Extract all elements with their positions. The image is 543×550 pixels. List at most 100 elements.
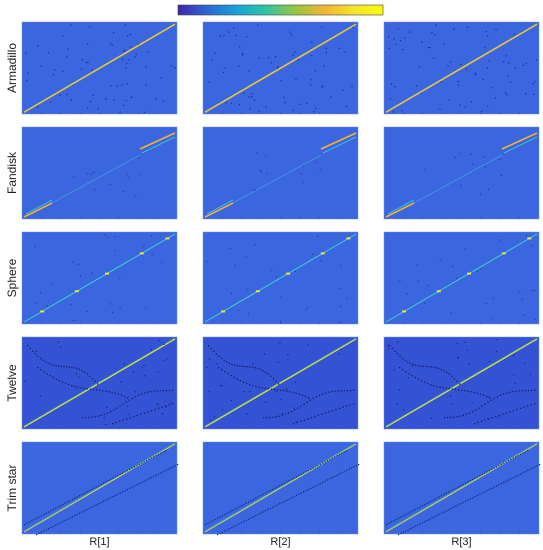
curve-dot bbox=[257, 496, 259, 498]
curve-dot bbox=[493, 467, 495, 469]
scatter-dot bbox=[311, 253, 313, 255]
scatter-dot bbox=[457, 357, 459, 359]
curve-dot bbox=[47, 362, 50, 365]
curve-dot bbox=[468, 412, 471, 414]
curve-dot bbox=[426, 502, 428, 504]
curve-dot bbox=[502, 413, 504, 415]
scatter-dot bbox=[338, 353, 340, 355]
curve-dot bbox=[69, 500, 71, 502]
curve-dot bbox=[140, 413, 142, 415]
scatter-dot bbox=[487, 105, 489, 107]
diagonal-line bbox=[385, 23, 538, 113]
curve-dot bbox=[300, 405, 302, 407]
curve-dot bbox=[67, 501, 69, 503]
curve-dot bbox=[288, 480, 290, 482]
curve-dot bbox=[523, 406, 525, 408]
curve-dot bbox=[302, 472, 305, 474]
curve-dot bbox=[338, 453, 341, 455]
curve-dot bbox=[496, 396, 499, 398]
curve-dot bbox=[530, 404, 532, 406]
curve-dot bbox=[291, 478, 293, 481]
scatter-dot bbox=[143, 245, 145, 247]
scatter-dot bbox=[70, 99, 72, 101]
scatter-dot bbox=[503, 61, 505, 63]
scatter-dot bbox=[533, 93, 535, 95]
scatter-dot bbox=[124, 24, 126, 26]
curve-dot bbox=[414, 364, 417, 366]
curve-dot bbox=[150, 410, 153, 412]
curve-dot bbox=[124, 490, 126, 492]
curve-dot bbox=[100, 414, 102, 417]
curve-dot bbox=[349, 389, 352, 392]
scatter-dot bbox=[66, 93, 68, 95]
curve-dot bbox=[534, 466, 536, 468]
curve-dot bbox=[471, 410, 474, 413]
scatter-dot bbox=[157, 404, 160, 406]
scatter-dot bbox=[496, 339, 498, 341]
scatter-dot bbox=[289, 31, 291, 33]
curve-dot bbox=[517, 474, 519, 476]
scatter-dot bbox=[507, 75, 509, 77]
curve-dot bbox=[420, 380, 423, 382]
scatter-dot bbox=[265, 401, 267, 403]
curve-dot bbox=[459, 415, 461, 417]
curve-dot bbox=[119, 492, 121, 494]
curve-dot bbox=[147, 391, 149, 393]
scatter-dot bbox=[158, 339, 160, 342]
curve-dot bbox=[221, 515, 223, 517]
scatter-dot bbox=[513, 33, 515, 35]
curve-dot bbox=[153, 456, 155, 458]
scatter-dot bbox=[122, 191, 124, 193]
curve-dot bbox=[224, 513, 226, 516]
scatter-dot bbox=[477, 271, 479, 273]
heatmap-panel bbox=[202, 126, 359, 220]
curve-dot bbox=[481, 492, 483, 494]
scatter-dot bbox=[468, 363, 470, 365]
heatmap-panel bbox=[383, 21, 540, 115]
scatter-dot bbox=[39, 292, 41, 294]
curve-dot bbox=[462, 483, 464, 486]
curve-dot bbox=[308, 397, 310, 399]
diagonal-line bbox=[385, 233, 538, 323]
curve-dot bbox=[315, 396, 318, 398]
curve-dot bbox=[76, 513, 78, 516]
scatter-dot bbox=[508, 62, 510, 64]
curve-dot bbox=[493, 397, 495, 400]
curve-dot bbox=[329, 478, 331, 480]
curve-dot bbox=[40, 515, 42, 517]
curve-dot bbox=[270, 375, 272, 377]
curve-dot bbox=[341, 472, 343, 474]
curve-dot bbox=[162, 451, 164, 453]
curve-dot bbox=[286, 481, 288, 483]
scatter-dot bbox=[124, 49, 126, 51]
curve-dot bbox=[445, 510, 447, 512]
curve-dot bbox=[110, 497, 112, 499]
curve-dot bbox=[157, 453, 160, 455]
curve-dot bbox=[412, 526, 414, 529]
scatter-dot bbox=[258, 57, 260, 59]
curve-dot bbox=[117, 493, 119, 495]
curve-dot bbox=[264, 510, 266, 512]
curve-dot bbox=[433, 385, 435, 387]
scatter-dot bbox=[163, 343, 165, 345]
curve-dot bbox=[150, 390, 152, 393]
heatmap-panel bbox=[21, 126, 178, 220]
curve-dot bbox=[99, 389, 101, 391]
curve-dot bbox=[431, 500, 433, 502]
curve-dot bbox=[97, 415, 99, 417]
curve-dot bbox=[472, 478, 474, 481]
curve-dot bbox=[208, 345, 210, 347]
curve-dot bbox=[86, 491, 88, 493]
curve-dot bbox=[270, 388, 273, 390]
scatter-dot bbox=[160, 77, 163, 79]
scatter-dot bbox=[279, 342, 281, 344]
scatter-dot bbox=[340, 348, 342, 350]
curve-dot bbox=[479, 393, 481, 395]
curve-dot bbox=[450, 416, 452, 419]
curve-dot bbox=[443, 511, 445, 513]
scatter-dot bbox=[525, 92, 527, 95]
curve-dot bbox=[114, 476, 117, 478]
scatter-dot bbox=[535, 59, 538, 61]
curve-dot bbox=[495, 466, 498, 468]
scatter-dot bbox=[297, 59, 300, 61]
